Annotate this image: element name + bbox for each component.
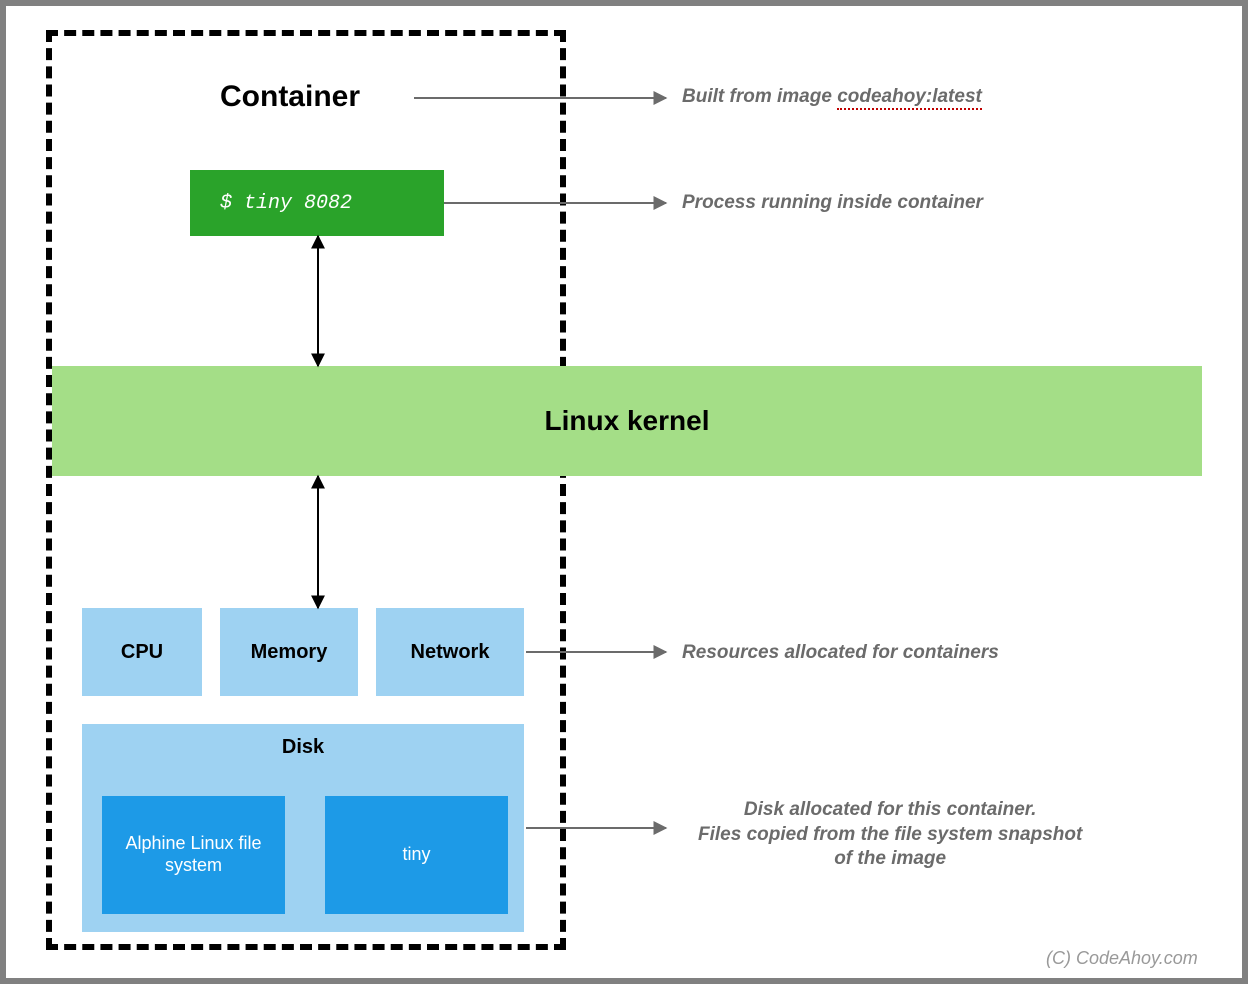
diagram-canvas: Container $ tiny 8082 Linux kernel CPU M… xyxy=(6,6,1242,978)
process-terminal: $ tiny 8082 xyxy=(190,170,444,236)
container-title: Container xyxy=(220,80,360,114)
disk-item-tiny: tiny xyxy=(325,796,508,914)
annotation-resources-allocated: Resources allocated for containers xyxy=(682,642,999,664)
resource-memory: Memory xyxy=(220,608,358,696)
linux-kernel-box: Linux kernel xyxy=(52,366,1202,476)
annotation-built-from-image: Built from image codeahoy:latest xyxy=(682,86,982,108)
disk-item-filesystem-label: Alphine Linux file system xyxy=(110,833,277,876)
annotation-disk-line1: Disk allocated for this container. xyxy=(698,798,1082,823)
resource-cpu-label: CPU xyxy=(121,641,163,664)
resource-network: Network xyxy=(376,608,524,696)
resource-cpu: CPU xyxy=(82,608,202,696)
annotation-built-image-name: codeahoy:latest xyxy=(837,86,982,110)
resource-memory-label: Memory xyxy=(251,641,328,664)
diagram-frame: Container $ tiny 8082 Linux kernel CPU M… xyxy=(0,0,1248,984)
annotation-disk-line3: of the image xyxy=(698,847,1082,872)
disk-title: Disk xyxy=(82,724,524,759)
annotation-process-running: Process running inside container xyxy=(682,192,983,214)
annotation-disk-line2: Files copied from the file system snapsh… xyxy=(698,823,1082,848)
annotation-disk-allocated: Disk allocated for this container. Files… xyxy=(698,798,1082,872)
resource-network-label: Network xyxy=(411,641,490,664)
attribution-text: (C) CodeAhoy.com xyxy=(1046,948,1198,969)
kernel-label: Linux kernel xyxy=(545,405,710,437)
terminal-text: $ tiny 8082 xyxy=(220,192,352,215)
disk-item-tiny-label: tiny xyxy=(402,844,430,866)
annotation-built-pre: Built from image xyxy=(682,86,837,107)
disk-item-filesystem: Alphine Linux file system xyxy=(102,796,285,914)
